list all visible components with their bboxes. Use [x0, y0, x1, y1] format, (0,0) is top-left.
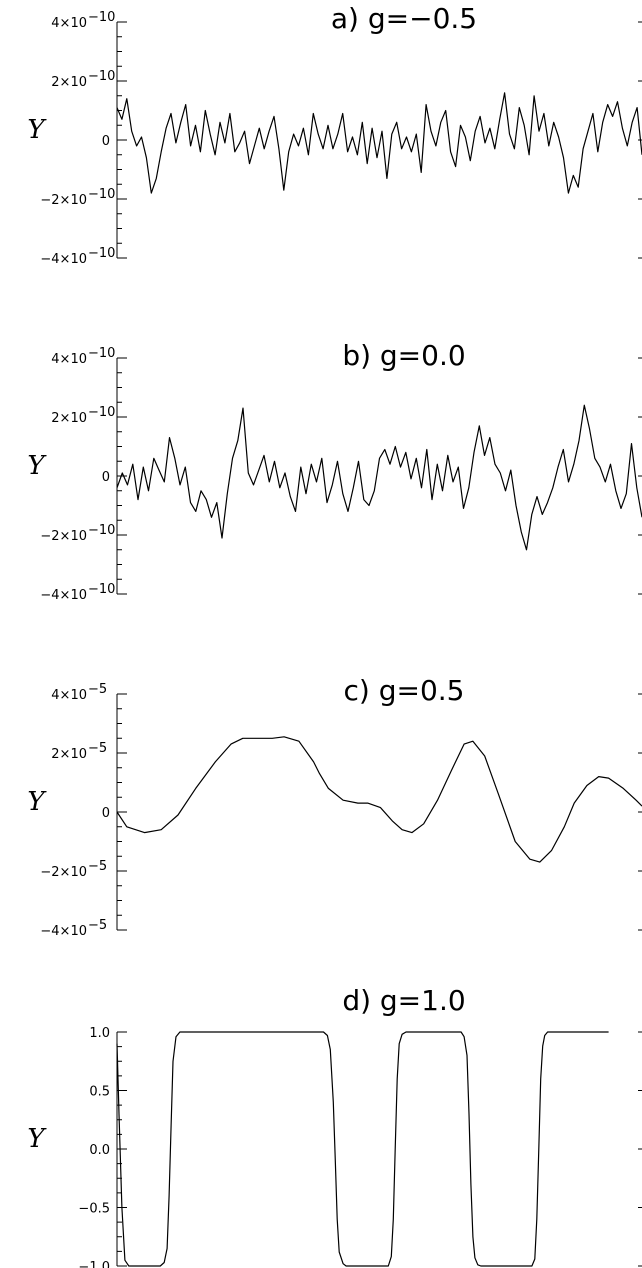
- series-line: [116, 404, 642, 551]
- y-tick-label: 0: [102, 134, 110, 149]
- y-tick-label: −4×10: [40, 924, 87, 939]
- y-tick-label: −4×10: [40, 252, 87, 267]
- chart-panel-3: c) g=0.5Y4×10 −52×10 −50−2×10 −5−4×10 −5: [27, 674, 642, 939]
- panel-title: b) g=0.0: [342, 339, 465, 372]
- y-axis-label: Y: [27, 1124, 47, 1154]
- y-tick-label: 2×10: [51, 747, 87, 762]
- panel-title: a) g=−0.5: [331, 2, 477, 35]
- y-axis-label: Y: [27, 115, 47, 145]
- panel-title: c) g=0.5: [344, 674, 465, 707]
- y-tick-label: 0.0: [89, 1143, 110, 1158]
- y-tick-label: −2×10: [40, 865, 87, 880]
- chart-panel-1: a) g=−0.5Y4×10 −102×10 −100−2×10 −10−4×10 −1…: [27, 2, 642, 267]
- y-tick-exponent: −10: [88, 187, 115, 202]
- y-tick-exponent: −10: [88, 246, 115, 261]
- y-tick-exponent: −5: [88, 741, 107, 756]
- y-axis-label: Y: [27, 451, 47, 481]
- series-line: [116, 92, 642, 194]
- y-tick-label: −0.5: [78, 1202, 110, 1217]
- y-tick-label: 4×10: [51, 352, 87, 367]
- chart-panel-4: d) g=1.0 Y 1.0 0.5 0.0 −0.5 −1.0: [27, 984, 642, 1268]
- y-tick-label: −2×10: [40, 529, 87, 544]
- y-tick-exponent: −10: [88, 523, 115, 538]
- y-tick-exponent: −10: [88, 582, 115, 597]
- y-tick-exponent: −10: [88, 346, 115, 361]
- y-tick-label: 4×10: [51, 16, 87, 31]
- y-tick-exponent: −5: [88, 682, 107, 697]
- y-tick-exponent: −10: [88, 405, 115, 420]
- y-tick-label: −4×10: [40, 588, 87, 603]
- y-tick-exponent: −5: [88, 859, 107, 874]
- y-tick-label: 2×10: [51, 411, 87, 426]
- chart-panel-2: b) g=0.0Y4×10 −102×10 −100−2×10 −10−4×10 −10: [27, 339, 642, 603]
- y-tick-exponent: −5: [88, 918, 107, 933]
- y-axis-label: Y: [27, 787, 47, 817]
- y-tick-label: −2×10: [40, 193, 87, 208]
- y-tick-label: 0: [102, 806, 110, 821]
- series-line: [116, 736, 642, 863]
- y-tick-label: 0.5: [89, 1085, 110, 1100]
- series-line: [116, 1031, 609, 1267]
- panel-title: d) g=1.0: [342, 984, 465, 1017]
- y-tick-label: 0: [102, 470, 110, 485]
- y-tick-label: 1.0: [89, 1026, 110, 1041]
- y-tick-label: −1.0: [78, 1260, 110, 1268]
- y-tick-label: 2×10: [51, 75, 87, 90]
- y-tick-exponent: −10: [88, 69, 115, 84]
- y-tick-label: 4×10: [51, 688, 87, 703]
- y-tick-exponent: −10: [88, 10, 115, 25]
